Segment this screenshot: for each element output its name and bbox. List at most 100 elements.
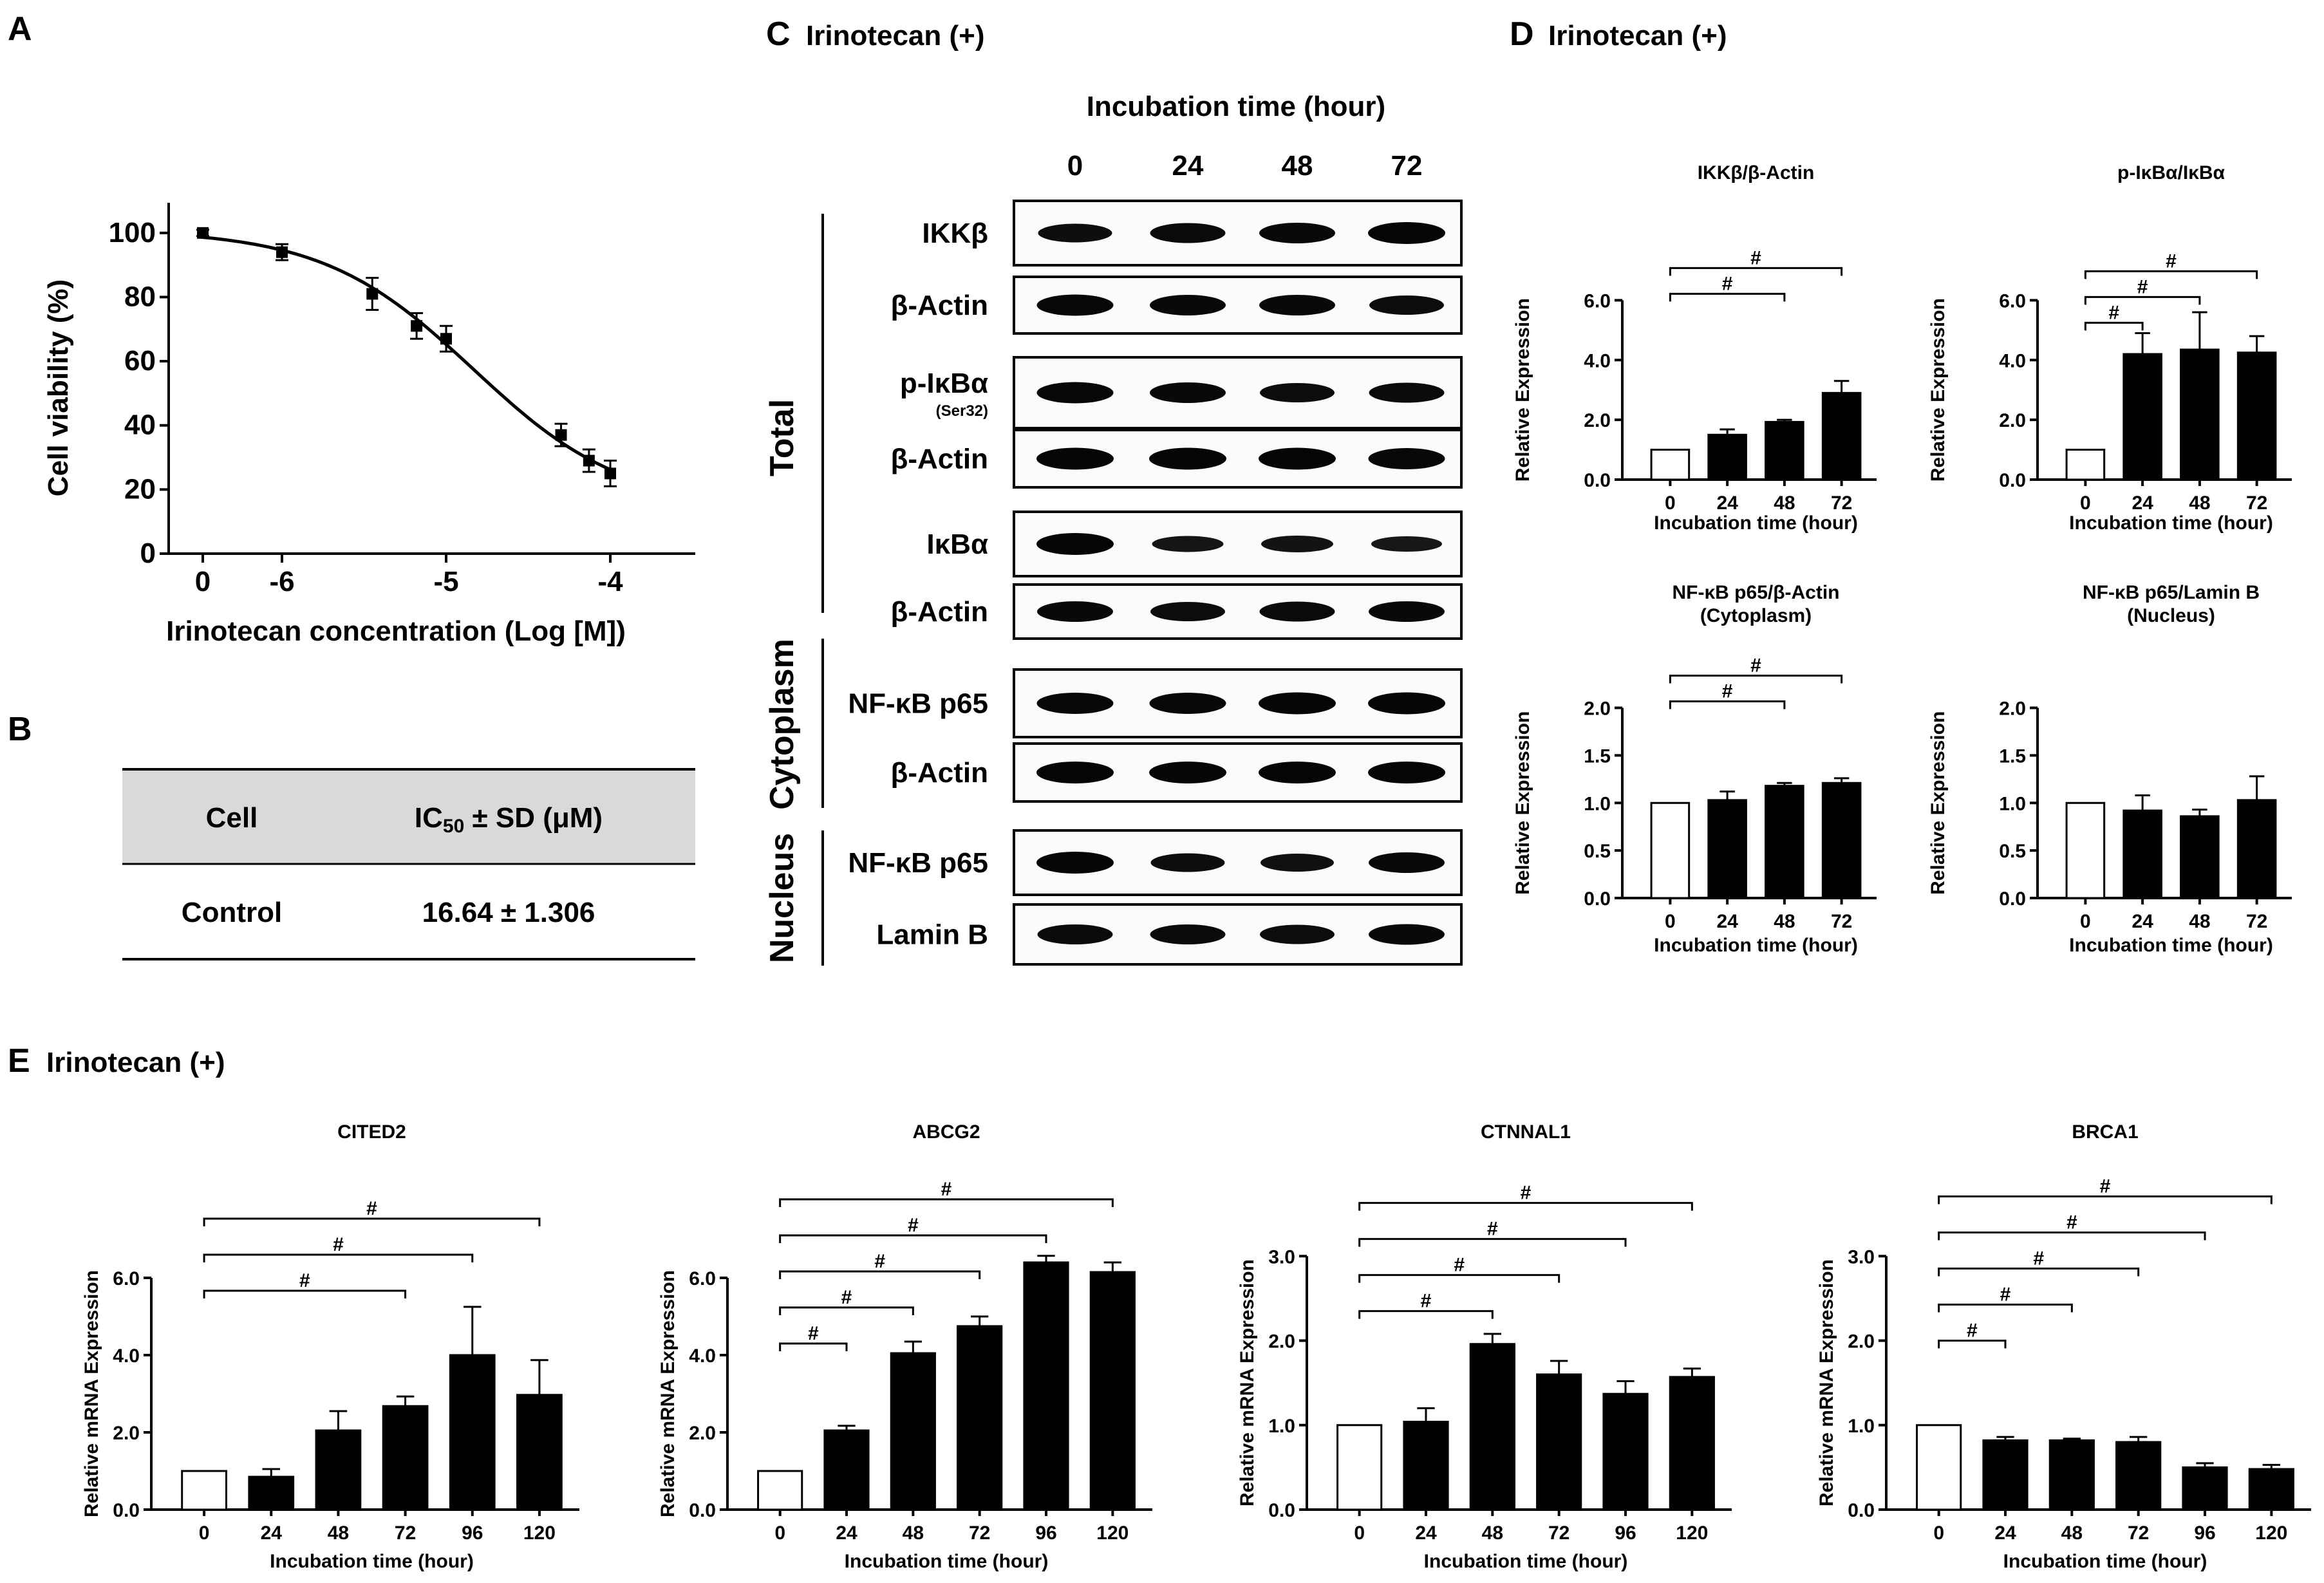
significance-bracket <box>779 1342 848 1351</box>
blot-label: β-Actin <box>890 444 988 475</box>
blot-band <box>1149 762 1226 783</box>
significance-mark: # <box>366 1198 377 1219</box>
y-tick-label: 2.0 <box>113 1423 140 1444</box>
blot-label: NF-κB p65 <box>848 847 988 879</box>
bar-0 <box>2065 801 2106 899</box>
y-axis-label: Relative Expression <box>1927 298 1949 482</box>
blot-band <box>1369 382 1445 403</box>
bar-72 <box>1821 782 1862 899</box>
bar-24 <box>823 1429 870 1511</box>
x-tick-label: 0 <box>1933 1522 1944 1544</box>
chart-d-ikkb: IKKβ/β-Actin 0.0 2.0 4.0 6.0 Relative Express… <box>1512 162 1877 534</box>
blot-band <box>1368 222 1445 244</box>
chart-title: NF-κB p65/β-Actin <box>1672 582 1839 603</box>
x-axis-label: Incubation time (hour) <box>1654 935 1858 956</box>
bar-72 <box>2115 1441 2162 1511</box>
significance-bracket <box>779 1306 914 1315</box>
y-tick-label: 100 <box>109 217 156 248</box>
y-tick-label: 1.0 <box>1268 1416 1295 1437</box>
chart-e-ctnnal1: CTNNAL1 0.0 1.0 2.0 3.0 Relative mRNA Express… <box>1237 1121 1732 1572</box>
chart-title: ABCG2 <box>912 1121 980 1143</box>
data-point <box>411 320 423 332</box>
blot-band <box>1369 295 1444 315</box>
bar-0 <box>1336 1424 1383 1511</box>
data-point <box>555 429 567 441</box>
bar-0 <box>2065 449 2106 481</box>
blot-row: β-Actin <box>890 583 1463 640</box>
bar-48 <box>2180 815 2220 899</box>
blot-row: β-Actin <box>890 276 1463 335</box>
significance-mark: # <box>874 1251 885 1272</box>
blot-band <box>1260 383 1335 402</box>
significance-mark: # <box>2000 1284 2011 1306</box>
y-tick-label: 0.5 <box>1584 841 1611 862</box>
blot-band <box>1259 223 1335 243</box>
x-tick-label: 48 <box>328 1522 349 1544</box>
bar-0 <box>1650 449 1691 481</box>
bar-24 <box>2123 809 2162 899</box>
x-tick-label: 96 <box>1615 1522 1636 1544</box>
x-tick-label: 48 <box>903 1522 924 1544</box>
bar-48 <box>1765 420 1804 481</box>
bar-0 <box>1916 1424 1962 1511</box>
significance-bracket <box>779 1198 1114 1207</box>
significance-mark: # <box>841 1287 852 1308</box>
data-point <box>366 288 379 300</box>
blot-band <box>1259 447 1336 470</box>
bar-48 <box>2180 348 2220 481</box>
blot-row: p-IκBα (Ser32) <box>900 356 1463 429</box>
x-tick-label: -6 <box>269 566 294 597</box>
y-tick-label: 6.0 <box>113 1268 140 1289</box>
chart-title: NF-κB p65/Lamin B <box>2083 582 2260 603</box>
bar-24 <box>1707 799 1747 899</box>
x-tick-label: 72 <box>1831 911 1852 932</box>
data-point <box>276 246 288 258</box>
blot-row: NF-κB p65 <box>848 668 1463 738</box>
y-tick-label: 6.0 <box>1999 290 2026 312</box>
blot-band <box>1152 536 1224 552</box>
group-label-total: Total <box>764 399 801 476</box>
panel-b: B Cell IC50 ± SD (μM) Control 16.64 ± 1.… <box>8 711 695 960</box>
panel-label-d: D <box>1510 15 1534 53</box>
y-tick-label: 0.0 <box>1999 888 2026 910</box>
blot-label: β-Actin <box>890 596 988 628</box>
blot-band <box>1260 924 1335 944</box>
x-tick-label: 72 <box>2246 911 2267 932</box>
blot-band <box>1037 601 1113 622</box>
x-axis-label: Incubation time (hour) <box>2069 935 2273 956</box>
x-tick-label: -4 <box>597 566 623 597</box>
table-header-cell: Cell <box>206 802 258 834</box>
x-tick-label: 0 <box>2080 492 2091 514</box>
panel-a: A 0 20 40 60 80 100 0 -6 -5 -4 Cell viability (%) I… <box>8 10 695 647</box>
y-tick-label: 0.5 <box>1999 841 2026 862</box>
panel-c-title: Irinotecan (+) <box>806 20 985 52</box>
x-tick-label: 24 <box>836 1522 857 1544</box>
y-axis-label: Relative Expression <box>1512 298 1533 482</box>
significance-bracket <box>1358 1310 1494 1319</box>
significance-mark: # <box>2137 276 2148 297</box>
y-tick-label: 0.0 <box>1584 470 1611 491</box>
blot-band <box>1036 762 1114 783</box>
significance-bracket <box>1358 1274 1560 1283</box>
blot-time-24: 24 <box>1172 150 1204 182</box>
significance-bracket <box>203 1253 474 1262</box>
y-tick-label: 4.0 <box>113 1345 140 1367</box>
x-axis-label: Incubation time (hour) <box>270 1551 474 1572</box>
x-tick-label: 96 <box>462 1522 483 1544</box>
chart-d-pikba: p-IκBα/IκBα 0.0 2.0 4.0 6.0 Relative Expressi… <box>1927 162 2292 534</box>
significance-bracket <box>1358 1238 1627 1247</box>
y-tick-label: 0.0 <box>1999 470 2026 491</box>
blot-band <box>1371 536 1442 552</box>
table-header-ic50: IC50 ± SD (μM) <box>415 802 603 837</box>
x-tick-label: 0 <box>1665 492 1676 514</box>
significance-mark: # <box>1750 247 1761 268</box>
bar-96 <box>449 1354 496 1511</box>
significance-mark: # <box>1487 1219 1498 1240</box>
y-axis-label: Relative Expression <box>1927 711 1949 895</box>
significance-bracket <box>1669 675 1843 684</box>
blot-label: β-Actin <box>890 757 988 789</box>
y-axis-label: Relative mRNA Expression <box>81 1270 102 1517</box>
x-tick-label: 72 <box>395 1522 416 1544</box>
significance-mark: # <box>1521 1183 1532 1204</box>
y-axis-label: Relative Expression <box>1512 711 1533 895</box>
